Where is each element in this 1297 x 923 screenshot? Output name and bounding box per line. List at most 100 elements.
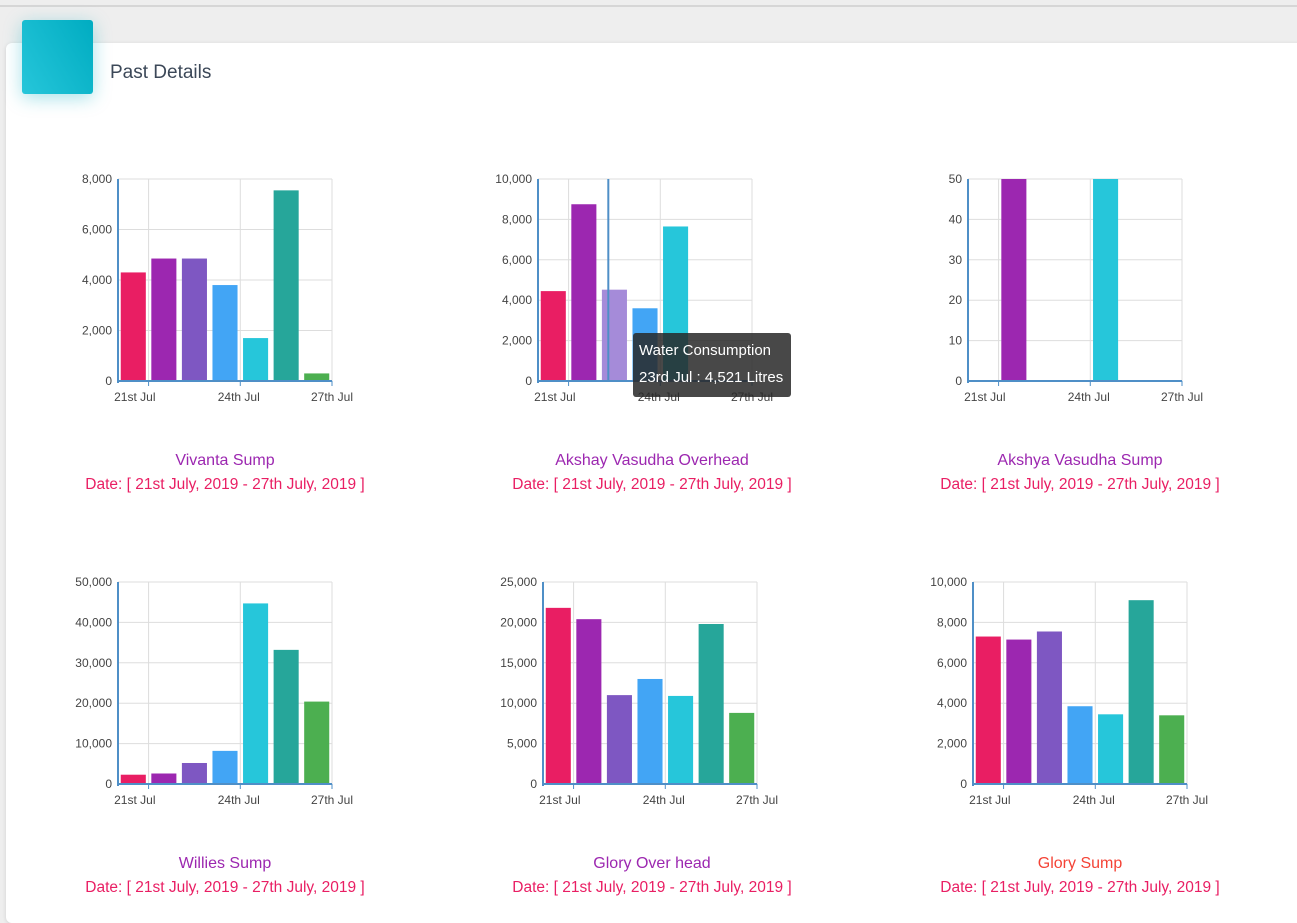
chart-willies-sump: 0 10,000 20,000 30,000 40,000 50,000 21st Jul 2…: [75, 575, 353, 807]
y-tick-label: 6,000: [937, 656, 967, 670]
x-tick-label: 21st Jul: [534, 390, 575, 404]
x-tick-label: 27th Jul: [1161, 390, 1203, 404]
top-divider: [0, 5, 1297, 7]
bar-22nd-jul: [1006, 639, 1032, 784]
x-tick-label: 24th Jul: [218, 793, 260, 807]
y-tick-label: 8,000: [937, 615, 967, 629]
y-tick-label: 50,000: [75, 575, 112, 589]
chart-akshya-vasudha-sump: 0 10 20 30 40 50 21st Jul 24th Jul 27th Jul: [949, 172, 1203, 404]
chart-title[interactable]: Glory Sump: [1037, 855, 1123, 872]
y-tick-label: 0: [960, 777, 967, 791]
y-tick-label: 25,000: [500, 575, 537, 589]
tooltip-series: Water Consumption: [639, 342, 771, 359]
bar-27th-jul: [304, 373, 330, 381]
x-tick-label: 27th Jul: [1166, 793, 1208, 807]
bar-25th-jul: [668, 695, 694, 784]
date-range: Date: [ 21st July, 2019 - 27th July, 201…: [940, 476, 1220, 493]
y-tick-label: 20,000: [75, 696, 112, 710]
chart-vivanta-sump: 0 2,000 4,000 6,000 8,000 21st Jul 24th Jul 27t…: [82, 172, 353, 404]
chart-title[interactable]: Willies Sump: [178, 855, 272, 872]
bar-22nd-jul: [571, 204, 597, 381]
caption-glory-over-head: Glory Over head Date: [ 21st July, 2019 …: [452, 855, 852, 897]
y-tick-label: 40: [949, 212, 963, 226]
y-tick-label: 4,000: [502, 293, 532, 307]
caption-akshya-vasudha-sump: Akshya Vasudha Sump Date: [ 21st July, 2…: [880, 452, 1280, 494]
y-tick-label: 50: [949, 172, 963, 186]
x-tick-label: 24th Jul: [218, 390, 260, 404]
bar-21st-jul: [120, 774, 146, 784]
y-tick-label: 0: [530, 777, 537, 791]
y-tick-label: 6,000: [502, 253, 532, 267]
y-tick-label: 4,000: [937, 696, 967, 710]
chart-glory-over-head: 0 5,000 10,000 15,000 20,000 25,000 21st Jul 24…: [500, 575, 778, 807]
chart-tooltip: Water Consumption 23rd Jul : 4,521 Litre…: [633, 333, 791, 397]
bar-22nd-jul: [576, 619, 602, 784]
caption-willies-sump: Willies Sump Date: [ 21st July, 2019 - 2…: [25, 855, 425, 897]
bar-23rd-jul: [181, 762, 207, 784]
card-title: Past Details: [110, 62, 212, 83]
bar-27th-jul: [1159, 715, 1185, 784]
y-tick-label: 10,000: [500, 696, 537, 710]
x-tick-label: 27th Jul: [311, 793, 353, 807]
bar-21st-jul: [545, 607, 571, 784]
y-tick-label: 2,000: [82, 324, 112, 338]
chart-title[interactable]: Akshay Vasudha Overhead: [555, 452, 749, 469]
bar-23rd-jul: [601, 289, 627, 381]
bar-22nd-jul: [151, 258, 177, 381]
caption-vivanta-sump: Vivanta Sump Date: [ 21st July, 2019 - 2…: [25, 452, 425, 494]
bar-27th-jul: [729, 712, 755, 784]
card-header-icon: [22, 20, 93, 94]
date-range: Date: [ 21st July, 2019 - 27th July, 201…: [940, 879, 1220, 896]
y-tick-label: 2,000: [937, 737, 967, 751]
y-tick-label: 0: [105, 374, 112, 388]
bar-26th-jul: [1128, 600, 1154, 784]
y-tick-label: 8,000: [82, 172, 112, 186]
chart-title[interactable]: Akshya Vasudha Sump: [997, 452, 1163, 469]
y-tick-label: 10: [949, 334, 963, 348]
bar-22nd-jul: [151, 773, 177, 784]
y-tick-label: 0: [525, 374, 532, 388]
bar-24th-jul: [1067, 706, 1093, 784]
bar-21st-jul: [540, 291, 566, 381]
caption-glory-sump: Glory Sump Date: [ 21st July, 2019 - 27t…: [880, 855, 1280, 897]
y-tick-label: 20,000: [500, 615, 537, 629]
y-tick-label: 5,000: [507, 737, 537, 751]
y-tick-label: 30,000: [75, 656, 112, 670]
y-tick-label: 0: [955, 374, 962, 388]
bar-24th-jul: [212, 750, 238, 784]
bar-25th-jul: [243, 603, 269, 784]
x-tick-label: 21st Jul: [114, 793, 155, 807]
bar-26th-jul: [273, 649, 299, 784]
date-range: Date: [ 21st July, 2019 - 27th July, 201…: [512, 879, 792, 896]
y-tick-label: 0: [105, 777, 112, 791]
date-range: Date: [ 21st July, 2019 - 27th July, 201…: [85, 879, 365, 896]
bar-21st-jul: [120, 272, 146, 381]
bar-24th-jul: [212, 285, 238, 381]
bar-21st-jul: [975, 636, 1001, 784]
chart-title[interactable]: Vivanta Sump: [175, 452, 275, 469]
bar-23rd-jul: [181, 258, 207, 381]
bar-25th-jul: [243, 338, 269, 381]
bar-23rd-jul: [1036, 631, 1062, 784]
date-range: Date: [ 21st July, 2019 - 27th July, 201…: [512, 476, 792, 493]
bar-23rd-jul: [606, 695, 632, 784]
caption-akshay-vasudha-overhead: Akshay Vasudha Overhead Date: [ 21st Jul…: [452, 452, 852, 494]
y-tick-label: 6,000: [82, 223, 112, 237]
x-tick-label: 24th Jul: [1068, 390, 1110, 404]
x-tick-label: 27th Jul: [311, 390, 353, 404]
bar-27th-jul: [304, 701, 330, 784]
chart-title[interactable]: Glory Over head: [593, 855, 711, 872]
x-tick-label: 21st Jul: [969, 793, 1010, 807]
y-tick-label: 10,000: [930, 575, 967, 589]
y-tick-label: 20: [949, 293, 963, 307]
x-tick-label: 24th Jul: [1073, 793, 1115, 807]
bar-25th-jul: [1093, 179, 1119, 381]
x-tick-label: 21st Jul: [114, 390, 155, 404]
x-tick-label: 24th Jul: [643, 793, 685, 807]
bar-25th-jul: [1098, 714, 1124, 784]
y-tick-label: 2,000: [502, 334, 532, 348]
bar-22nd-jul: [1001, 179, 1027, 381]
x-tick-label: 27th Jul: [736, 793, 778, 807]
y-tick-label: 15,000: [500, 656, 537, 670]
